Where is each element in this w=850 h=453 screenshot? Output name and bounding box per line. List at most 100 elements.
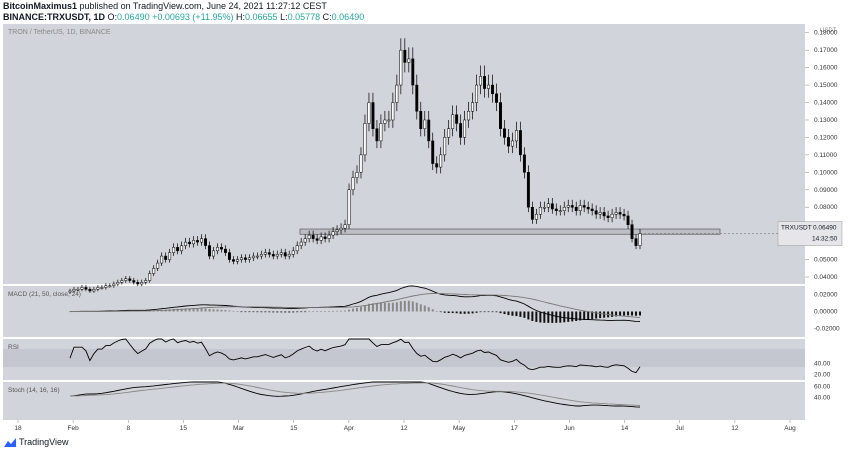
bear-candle [415, 84, 419, 112]
macd-histogram-bar [208, 309, 211, 312]
bull-candle [514, 130, 518, 142]
macd-histogram-bar [236, 311, 239, 312]
bull-candle [112, 283, 116, 286]
macd-histogram-bar [435, 310, 438, 312]
macd-histogram-bar [471, 311, 474, 314]
bull-candle [562, 206, 566, 211]
bull-candle [104, 285, 108, 288]
brand-name: TradingView [19, 437, 69, 447]
bear-candle [271, 254, 275, 257]
macd-histogram-bar [579, 311, 582, 321]
macd-histogram-bar [232, 310, 235, 312]
macd-histogram-bar [220, 309, 223, 312]
author-name[interactable]: BitcoinMaximus1 [3, 1, 78, 11]
stoch-name: Stoch (14, 16, 16) [8, 387, 60, 394]
macd-histogram-bar [180, 308, 183, 312]
macd-histogram-bar [256, 311, 259, 313]
x-tick-label: Jun [564, 425, 575, 432]
macd-histogram-bar [212, 309, 215, 312]
macd-histogram-bar [631, 311, 634, 316]
bull-candle [471, 102, 475, 112]
x-tick-label: Mar [233, 425, 245, 432]
stoch-tick-label: 40.00 [814, 395, 831, 402]
macd-histogram-bar [619, 311, 622, 316]
bull-candle [116, 282, 120, 285]
price-pane-bg [3, 24, 805, 284]
x-tick-label: 14 [621, 425, 629, 432]
bull-candle [295, 245, 299, 252]
macd-histogram-bar [196, 308, 199, 312]
y-tick-label: 0.18000 [814, 30, 838, 37]
macd-histogram-bar [328, 311, 331, 312]
tradingview-logo-icon [4, 437, 16, 447]
bull-candle [487, 84, 490, 89]
bear-candle [622, 213, 626, 217]
x-tick-label: 18 [14, 425, 22, 432]
chart-panes [3, 24, 805, 420]
macd-histogram-bar [611, 311, 614, 317]
x-tick-label: 15 [290, 425, 298, 432]
indicator-series [69, 285, 641, 408]
y-tick-label: 0.12000 [814, 134, 838, 141]
macd-histogram-bar [447, 311, 450, 314]
macd-histogram-bar [567, 311, 570, 322]
bear-candle [503, 128, 506, 138]
stoch-tick-label: 60.00 [814, 383, 831, 390]
macd-histogram-bar [411, 301, 414, 312]
macd-histogram-bar [483, 311, 486, 313]
macd-histogram-bar [312, 311, 315, 312]
bear-candle [602, 212, 606, 217]
macd-histogram-bar [300, 311, 303, 313]
macd-histogram-bar [495, 311, 498, 313]
macd-histogram-bar [635, 311, 638, 316]
bull-candle [614, 212, 618, 215]
price-label-price: 0.06490 [813, 225, 837, 232]
bull-candle [347, 189, 351, 225]
close-label: C: [322, 12, 332, 22]
macd-histogram-bar [539, 311, 542, 323]
change-value: +0.00693 (+11.95%) [152, 12, 234, 22]
bull-candle [467, 110, 471, 121]
macd-histogram-bar [487, 311, 490, 313]
bull-candle [100, 287, 104, 289]
bull-candle [638, 233, 642, 246]
bull-candle [399, 49, 403, 86]
bull-candle [92, 288, 96, 292]
macd-histogram-bar [543, 311, 546, 323]
macd-histogram-bar [316, 311, 319, 312]
bull-candle [255, 255, 259, 258]
bull-candle [542, 206, 546, 209]
x-tick-label: 17 [511, 425, 519, 432]
y-tick-label: 0.14000 [814, 100, 838, 107]
macd-histogram-bar [455, 311, 458, 314]
bear-candle [570, 205, 574, 208]
bear-candle [220, 247, 223, 250]
bull-candle [439, 154, 443, 168]
y-tick-label: 0.10000 [814, 169, 838, 176]
bull-candle [168, 252, 172, 260]
bear-candle [526, 172, 530, 208]
bull-candle [383, 119, 387, 124]
macd-histogram-bar [192, 308, 195, 312]
brand-footer[interactable]: TradingView [4, 437, 69, 447]
macd-histogram-bar [355, 307, 358, 312]
macd-histogram-bar [375, 303, 378, 312]
macd-histogram-bar [583, 311, 586, 320]
bear-candle [606, 215, 610, 218]
y-axis-unit: USDT [820, 28, 837, 34]
macd-histogram-bar [459, 311, 462, 314]
bull-candle [239, 257, 243, 260]
bull-candle [558, 210, 562, 212]
y-tick-label: 0.04000 [814, 274, 838, 281]
macd-histogram-bar [407, 300, 410, 312]
bull-candle [120, 280, 124, 283]
bear-candle [499, 102, 502, 129]
price-label-symbol: TRXUSDT [781, 225, 812, 232]
rsi-tick-label: 40.00 [814, 361, 831, 368]
price-label-box [777, 221, 843, 246]
macd-histogram-bar [359, 306, 362, 312]
bull-candle [287, 254, 291, 257]
bear-candle [427, 119, 431, 142]
bull-candle [343, 224, 347, 229]
